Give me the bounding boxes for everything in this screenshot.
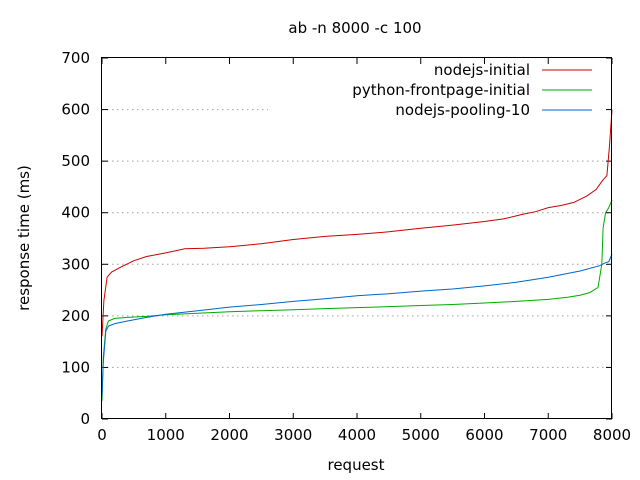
y-tick-label: 500 bbox=[61, 152, 90, 170]
x-tick-label: 6000 bbox=[465, 426, 503, 444]
x-tick-label: 5000 bbox=[402, 426, 440, 444]
legend: nodejs-initial python-frontpage-initial no… bbox=[352, 61, 592, 119]
y-tick-label: 100 bbox=[61, 358, 90, 376]
series-line-python-frontpage-initial bbox=[101, 199, 613, 401]
x-tick-label: 1000 bbox=[147, 426, 185, 444]
y-tick-label: 400 bbox=[61, 204, 90, 222]
x-tick-label: 4000 bbox=[338, 426, 376, 444]
x-tick-label: 3000 bbox=[274, 426, 312, 444]
legend-label: nodejs-pooling-10 bbox=[395, 101, 530, 119]
x-axis-label: request bbox=[327, 456, 384, 474]
legend-label: python-frontpage-initial bbox=[352, 81, 530, 99]
chart-title: ab -n 8000 -c 100 bbox=[288, 19, 421, 37]
series-layer bbox=[101, 109, 613, 401]
grid bbox=[102, 109, 612, 368]
series-line-nodejs-pooling-10 bbox=[101, 253, 613, 396]
series-line-nodejs-initial bbox=[101, 109, 613, 337]
y-tick-label: 600 bbox=[61, 101, 90, 119]
x-tick-label: 2000 bbox=[210, 426, 248, 444]
y-axis-label: response time (ms) bbox=[15, 165, 33, 311]
y-tick-label: 0 bbox=[80, 410, 90, 428]
legend-label: nodejs-initial bbox=[434, 61, 530, 79]
y-tick-label: 200 bbox=[61, 307, 90, 325]
plot-frame bbox=[101, 57, 612, 419]
y-tick-label: 300 bbox=[61, 255, 90, 273]
x-tick-label: 0 bbox=[97, 426, 107, 444]
x-tick-label: 7000 bbox=[529, 426, 567, 444]
x-tick-label: 8000 bbox=[593, 426, 631, 444]
y-tick-label: 700 bbox=[61, 49, 90, 67]
